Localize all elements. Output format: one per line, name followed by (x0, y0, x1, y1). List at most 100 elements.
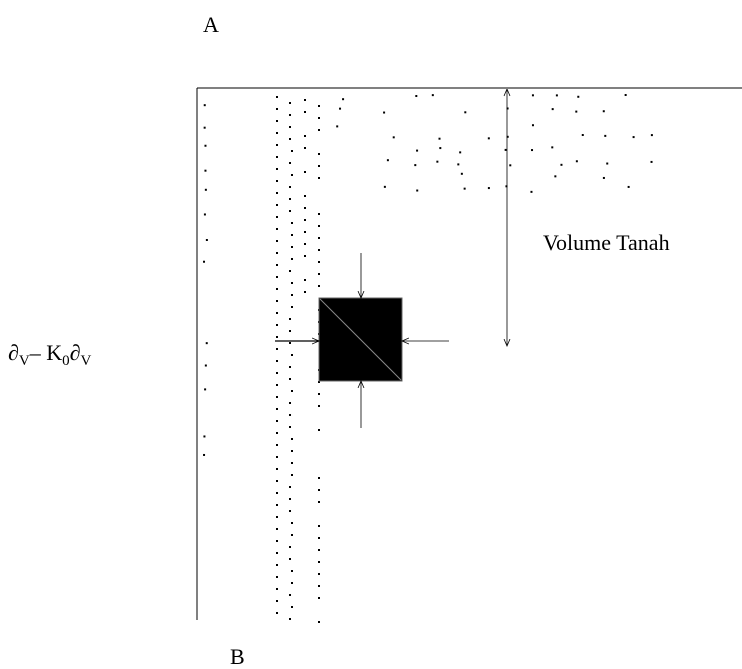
dot (318, 597, 320, 599)
dot (289, 138, 291, 140)
dot (318, 105, 320, 107)
dot (205, 342, 208, 345)
dot (318, 177, 320, 179)
dot (204, 144, 207, 147)
dot (304, 171, 306, 173)
dot (416, 189, 419, 192)
dot (318, 117, 320, 119)
dot (291, 450, 293, 452)
dot (604, 134, 607, 137)
dot (276, 468, 278, 470)
dot (531, 124, 534, 127)
dot (291, 522, 293, 524)
dot (318, 405, 320, 407)
dot (276, 96, 278, 98)
formula-part: – K (29, 340, 63, 365)
dot (318, 573, 320, 575)
dot (602, 176, 605, 179)
dot (276, 444, 278, 446)
dot (342, 98, 345, 101)
dot (291, 570, 293, 572)
dot (276, 192, 278, 194)
dot (460, 172, 463, 175)
dot (318, 501, 320, 503)
dot (318, 273, 320, 275)
dot (289, 102, 291, 104)
dot (304, 147, 306, 149)
dot (291, 258, 293, 260)
dot (555, 94, 558, 97)
dot (318, 477, 320, 479)
dot (291, 390, 293, 392)
dot (289, 126, 291, 128)
dot (289, 594, 291, 596)
dot (627, 185, 630, 188)
dot (464, 111, 467, 114)
dot (276, 168, 278, 170)
dot (204, 364, 207, 367)
dot (304, 207, 306, 209)
dot (509, 164, 512, 167)
formula-part: ∂ (70, 340, 81, 365)
dot (289, 486, 291, 488)
dot (318, 285, 320, 287)
dot (204, 169, 207, 172)
dot (318, 489, 320, 491)
dot (304, 243, 306, 245)
dot (204, 388, 207, 391)
dot (304, 111, 306, 113)
dot (276, 120, 278, 122)
dot (289, 186, 291, 188)
dot (276, 276, 278, 278)
dot (304, 99, 306, 101)
dot (632, 136, 635, 139)
dot (291, 582, 293, 584)
dot (383, 111, 386, 114)
formula-sub: V (80, 353, 91, 369)
dot (276, 300, 278, 302)
dot (276, 540, 278, 542)
dot (602, 110, 605, 113)
dot (289, 330, 291, 332)
dot (457, 163, 460, 166)
dot (203, 453, 206, 456)
dot (289, 510, 291, 512)
dot (318, 525, 320, 527)
dot (276, 384, 278, 386)
dot (289, 198, 291, 200)
dot (318, 225, 320, 227)
label-a: A (203, 12, 219, 37)
dot (276, 480, 278, 482)
dot (551, 108, 554, 111)
dot (276, 576, 278, 578)
dot (459, 151, 462, 154)
dot (581, 134, 584, 137)
dot (289, 546, 291, 548)
dot (276, 432, 278, 434)
dot (336, 125, 339, 128)
dot (304, 195, 306, 197)
dot (318, 213, 320, 215)
dot (276, 336, 278, 338)
dot (291, 438, 293, 440)
dot (276, 156, 278, 158)
dot (276, 492, 278, 494)
dot (276, 240, 278, 242)
dot (560, 163, 563, 166)
volume-label: Volume Tanah (543, 230, 670, 255)
dot (289, 210, 291, 212)
dot (650, 134, 653, 137)
soil-dots (203, 94, 653, 623)
dot (204, 188, 207, 191)
dot (318, 165, 320, 167)
dot (289, 378, 291, 380)
dot (318, 153, 320, 155)
dot (291, 222, 293, 224)
dot (318, 621, 320, 623)
dot (289, 318, 291, 320)
dot (291, 534, 293, 536)
dot (318, 249, 320, 251)
dot (318, 585, 320, 587)
dot (276, 228, 278, 230)
dot (203, 213, 206, 216)
